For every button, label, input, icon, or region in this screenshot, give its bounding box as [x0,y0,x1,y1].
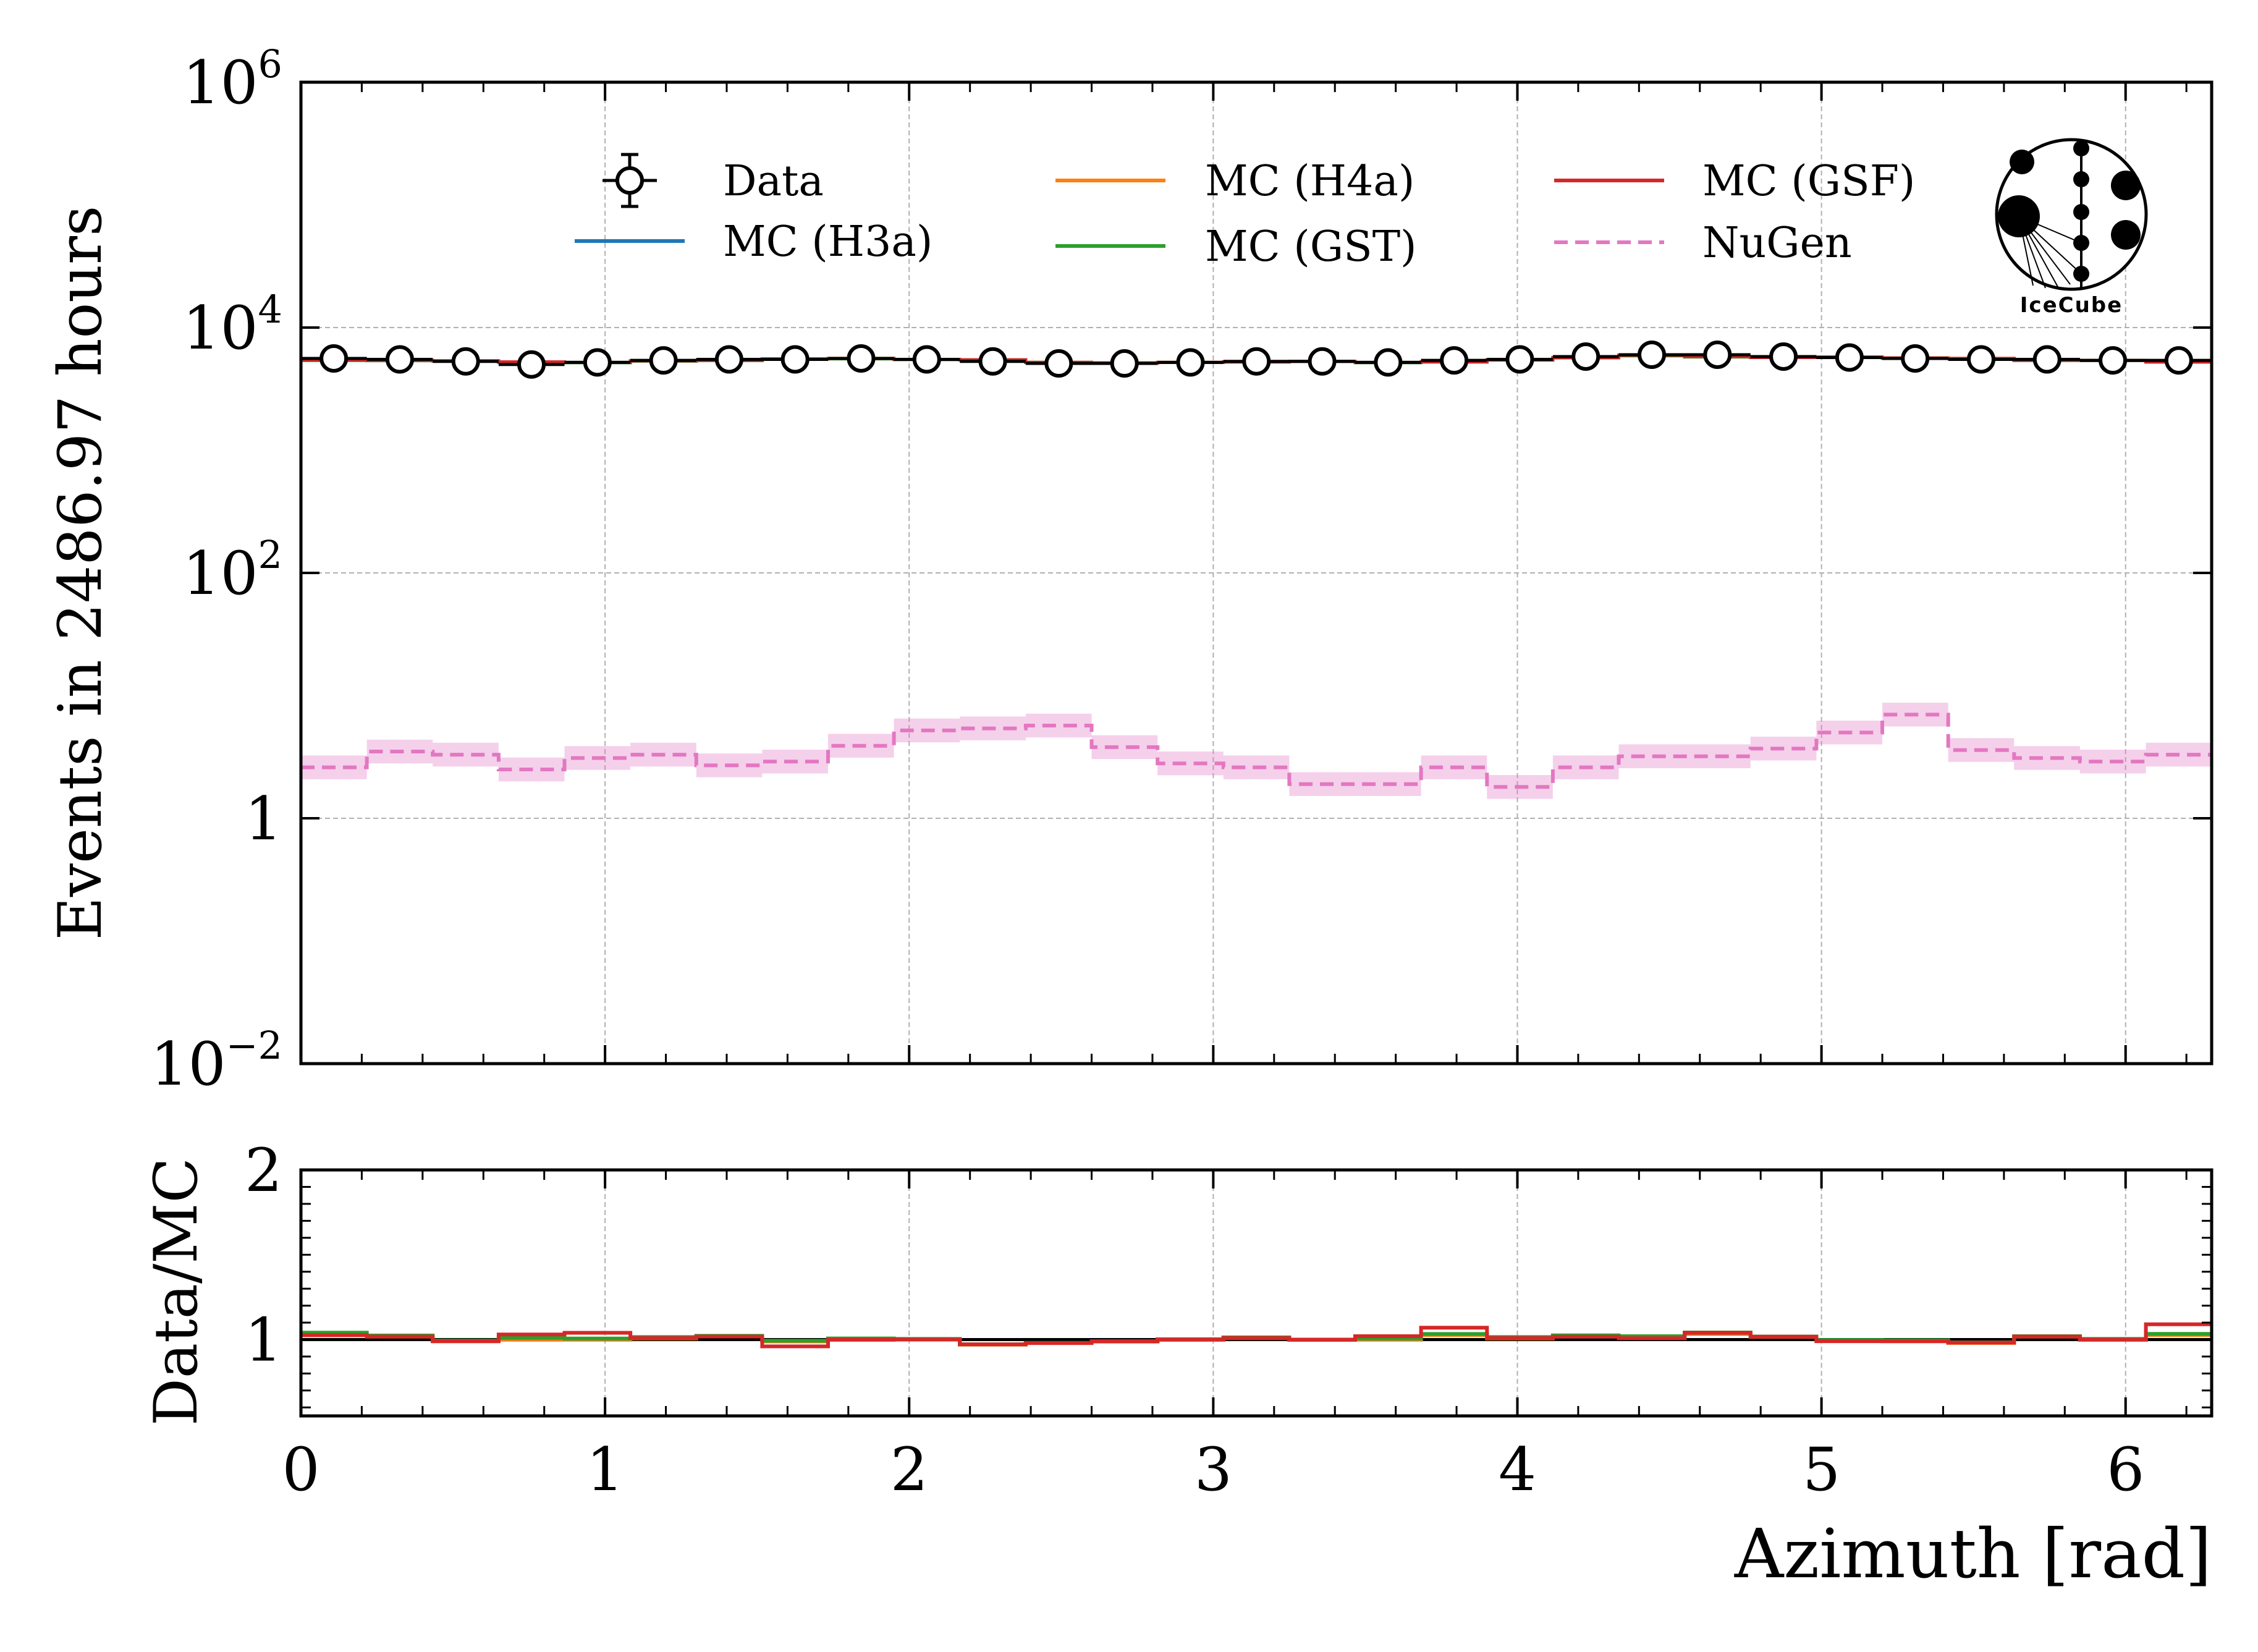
data-point [1769,342,1798,371]
nugen-uncertainty-bin [1091,735,1158,760]
main-ytick-labels: 10−2 1 102 104 106 [150,41,282,1099]
x-tick-label: 4 [1499,1435,1536,1504]
legend-entry-data: Data [603,153,824,208]
data-point [1835,343,1864,372]
y-tick-label: 104 [182,287,282,363]
ratio-y-tick-label: 1 [245,1305,282,1375]
nugen-uncertainty-bin [433,742,499,767]
x-tick-label: 1 [586,1435,624,1504]
main-ticks [300,81,2212,1065]
x-tick-label: 3 [1195,1435,1232,1504]
legend-label-mc-gst: MC (GST) [1205,222,1417,271]
legend-label-mc-h3a: MC (H3a) [723,218,932,266]
data-point [1966,345,1995,374]
data-point [1242,347,1271,376]
main-y-axis-label: Events in 2486.97 hours [46,206,115,940]
legend-label-mc-h4a: MC (H4a) [1205,157,1414,206]
data-point [1505,345,1534,374]
x-tick-labels: 0 1 2 3 4 5 6 [282,1435,2144,1504]
data-point [1044,349,1073,378]
data-point [583,348,612,377]
data-point [2099,346,2128,375]
data-point [912,345,941,374]
icecube-logo: IceCube [1995,138,2148,318]
data-point [847,344,876,373]
data-point [1308,347,1337,376]
data-point [1638,341,1667,370]
legend-label-mc-gsf: MC (GSF) [1702,157,1915,206]
data-point [780,345,810,374]
y-tick-label: 1 [245,784,282,854]
x-tick-label: 5 [1803,1435,1840,1504]
legend-entry-nugen: NuGen [1554,219,1852,268]
data-point [385,345,414,374]
nugen-uncertainty-bin [2014,746,2080,770]
data-point [2032,345,2061,374]
x-tick-label: 2 [890,1435,928,1504]
legend-entry-mc-gst: MC (GST) [1055,222,1417,271]
legend-entry-mc-gsf: MC (GSF) [1554,157,1915,206]
data-point [1110,349,1139,378]
legend-label-nugen: NuGen [1702,219,1852,268]
data-point [978,347,1007,376]
data-point [1703,341,1732,370]
legend-label-data: Data [723,157,824,206]
data-point [1440,346,1469,375]
x-tick-label: 0 [282,1435,319,1504]
series-nugen [301,713,2212,789]
logo-label: IceCube [2020,293,2123,318]
nugen-uncertainty-bin [1157,752,1224,776]
ratio-grid [604,1170,2126,1416]
main-panel: 10−2 1 102 104 106 Events in 2486.97 hours D… [46,41,2214,1099]
data-points [301,341,2212,379]
legend-entry-mc-h3a: MC (H3a) [575,218,932,266]
ratio-y-axis-label: Data/MC [142,1158,211,1426]
ratio-series [301,1322,2212,1349]
y-tick-label: 10−2 [150,1023,282,1099]
ratio-ytick-labels: 12 [245,1136,282,1375]
nugen-uncertainty-bin [1025,713,1092,738]
x-tick-label: 6 [2107,1435,2144,1504]
data-point [2164,346,2193,375]
data-point [1571,342,1600,371]
data-point [649,346,678,375]
legend-entry-mc-h4a: MC (H4a) [1055,157,1414,206]
ratio-mc-gsf [301,1322,2212,1349]
x-axis-label: Azimuth [rad] [1734,1514,2212,1593]
ratio-ticks [300,1169,2212,1416]
ratio-y-tick-label: 2 [245,1136,282,1205]
y-tick-label: 106 [182,41,282,117]
data-point [1901,344,1930,373]
data-point [1176,348,1205,377]
data-point [1374,348,1403,377]
data-point [319,344,349,373]
y-tick-label: 102 [182,532,282,608]
ratio-frame [299,1168,2214,1418]
legend: Data MC (H3a) MC (H4a) MC (GST) MC (GSF) [575,153,1915,271]
data-point [714,345,743,374]
data-point [451,347,480,376]
data-point [517,350,546,379]
